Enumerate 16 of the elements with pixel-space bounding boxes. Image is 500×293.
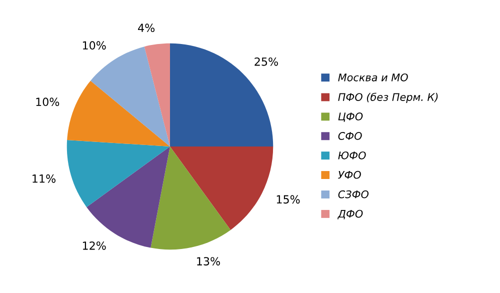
legend-label: СЗФО (338, 190, 369, 198)
data-label: 25% (254, 57, 278, 66)
data-label: 10% (36, 98, 60, 106)
legend-label: ЦФО (338, 112, 363, 122)
legend-label: УФО (338, 170, 361, 179)
data-label: 11% (32, 174, 56, 183)
data-label: 12% (82, 241, 106, 250)
legend-label: ПФО (без Перм. К) (338, 92, 438, 103)
legend-label: Москва и МО (338, 73, 408, 82)
legend-label: СФО (338, 132, 362, 140)
legend-label: ДФО (337, 210, 363, 220)
data-label: 10% (82, 41, 106, 50)
data-label: 4% (138, 24, 155, 32)
legend-label: ЮФО (338, 151, 366, 160)
data-label: 15% (276, 195, 300, 204)
data-label: 13% (197, 257, 220, 266)
